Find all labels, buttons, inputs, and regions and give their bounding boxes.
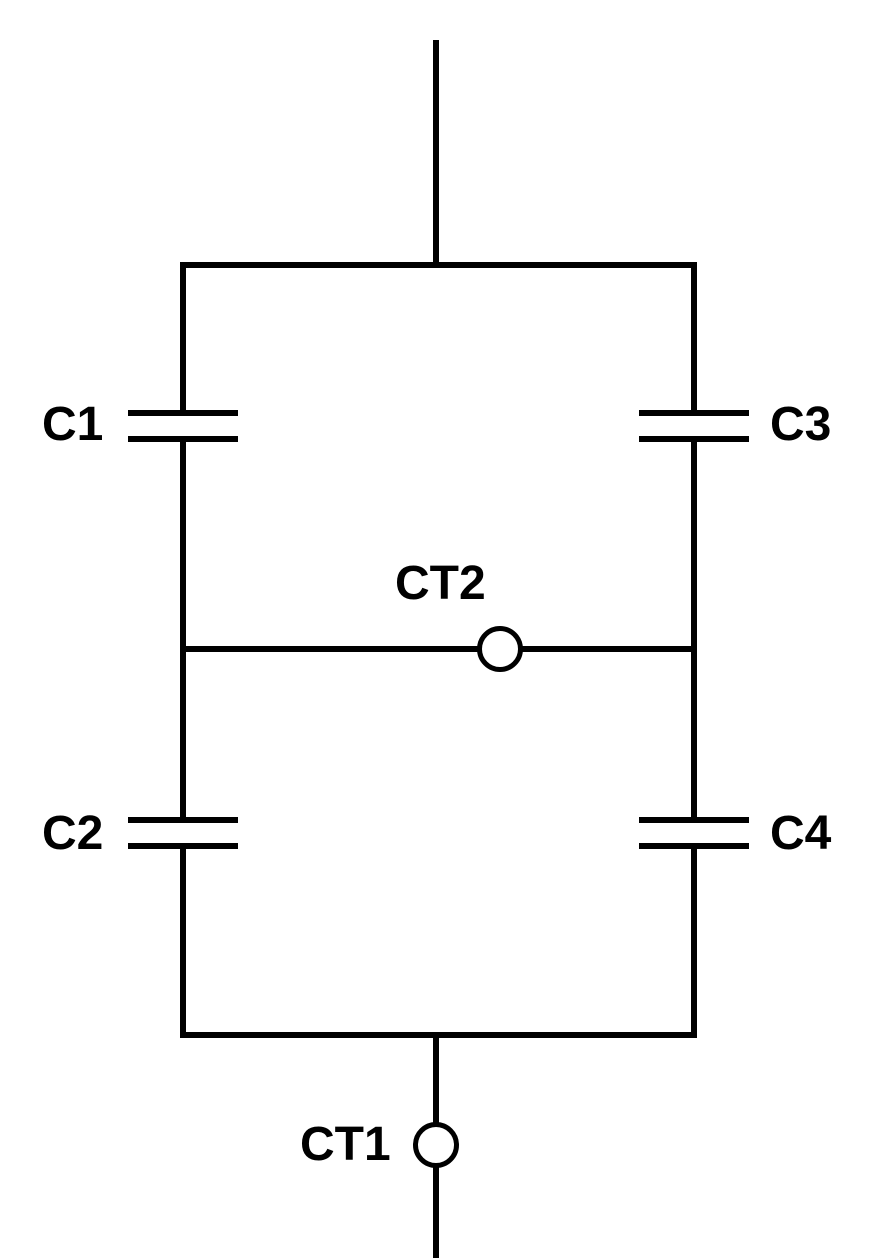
left-wire-upper [180,262,186,652]
capacitor-c2-top-plate [128,817,238,823]
label-c3: C3 [770,397,831,452]
capacitor-c3-top-plate [639,410,749,416]
top-lead-wire [433,40,439,262]
capacitor-c3-bottom-plate [639,436,749,442]
capacitor-c4-bottom-plate [639,843,749,849]
mid-bus-wire [180,646,697,652]
capacitor-c2-bottom-plate [128,843,238,849]
label-ct1: CT1 [300,1117,391,1172]
capacitor-c1-top-plate [128,410,238,416]
capacitor-c4-top-plate [639,817,749,823]
capacitor-c1-bottom-plate [128,436,238,442]
right-wire-upper [691,262,697,652]
ct1-sensor [413,1122,459,1168]
label-c1: C1 [42,397,103,452]
label-ct2: CT2 [395,556,486,611]
ct2-sensor [477,626,523,672]
label-c2: C2 [42,806,103,861]
top-bus-wire [180,262,697,268]
label-c4: C4 [770,806,831,861]
